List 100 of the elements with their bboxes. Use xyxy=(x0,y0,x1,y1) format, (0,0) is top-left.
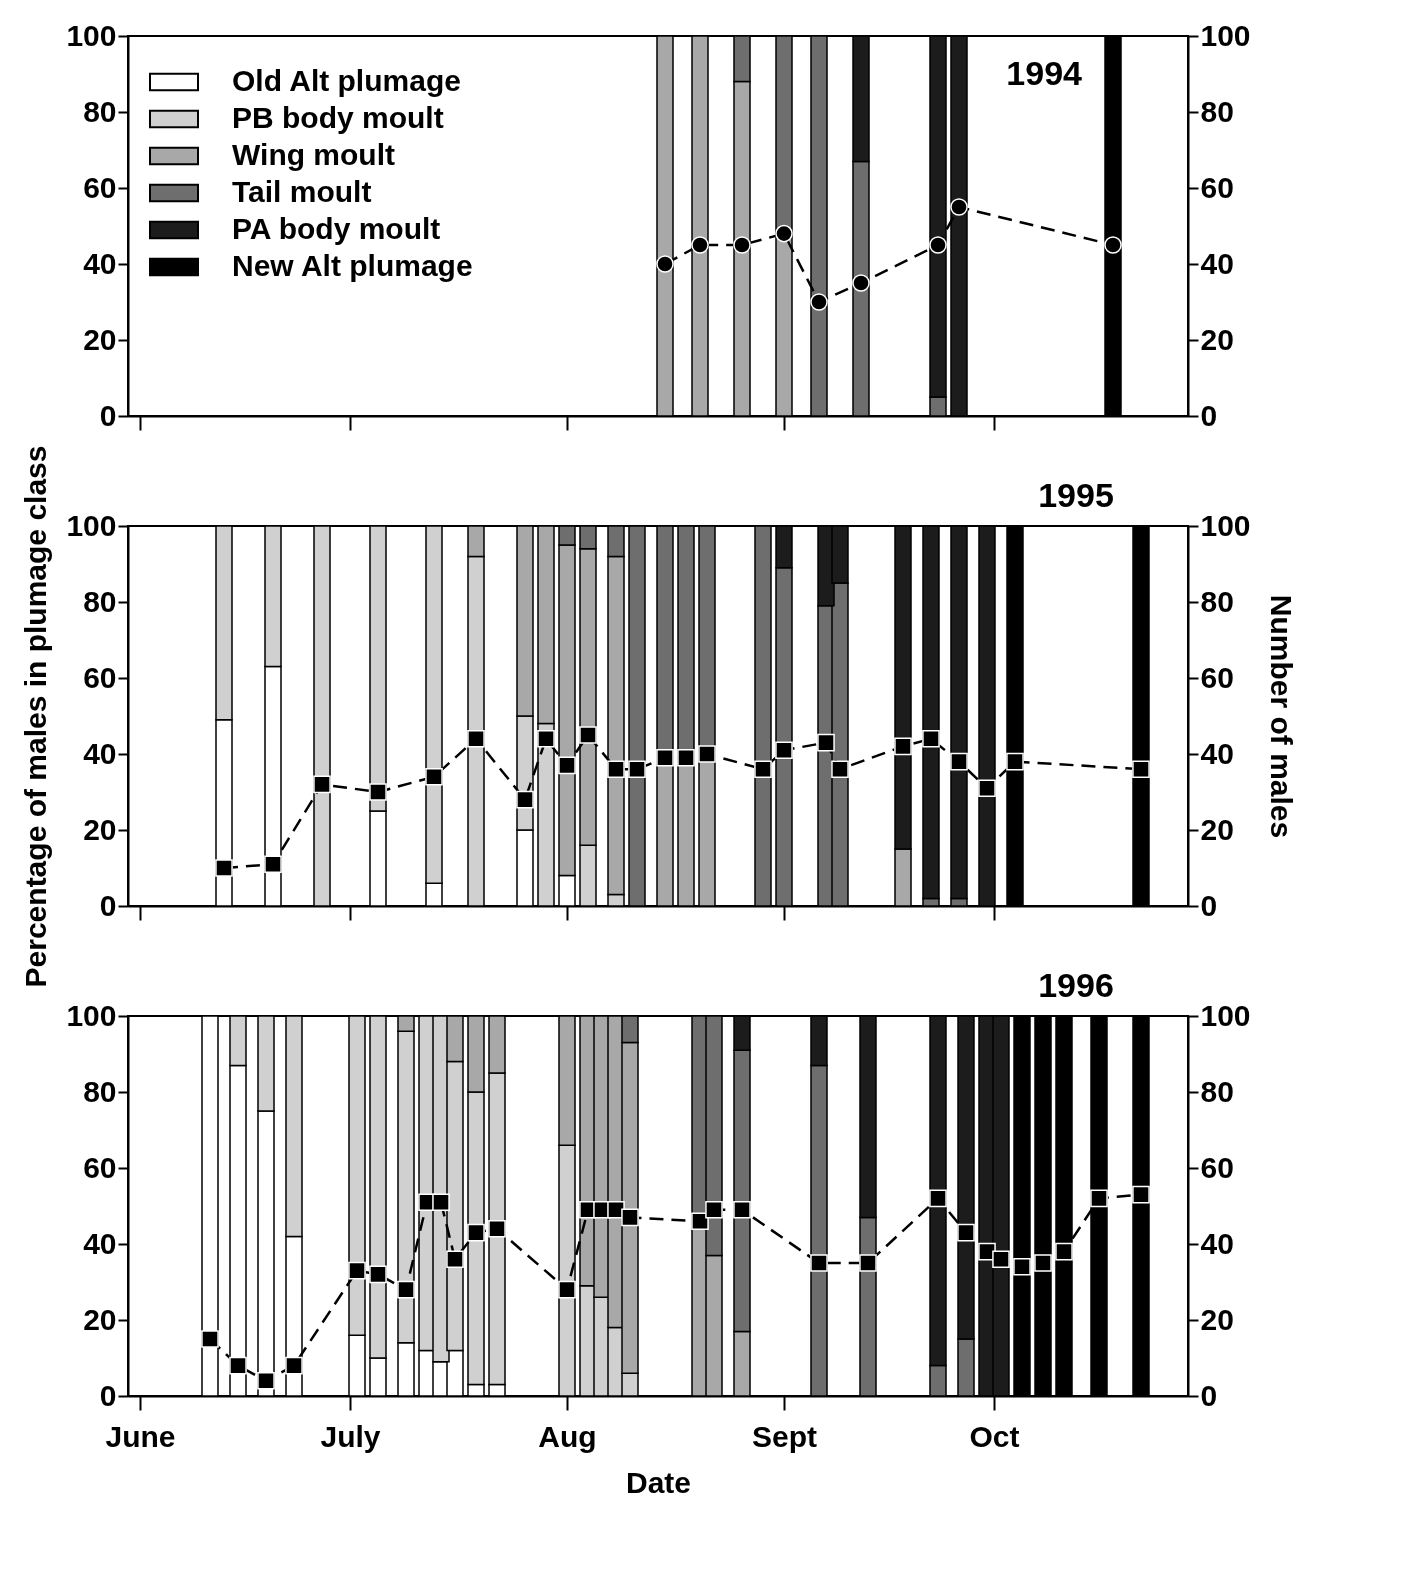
x-tick-label: June xyxy=(105,1419,176,1453)
y2-tick-label: 100 xyxy=(1200,18,1251,52)
point xyxy=(810,293,828,311)
point xyxy=(215,859,233,877)
point xyxy=(950,752,968,771)
y2-tick-label: 40 xyxy=(1200,736,1234,770)
y2-tick-label: 0 xyxy=(1200,398,1218,432)
legend-label: New Alt plumage xyxy=(232,249,473,282)
y-tick-label: 40 xyxy=(83,736,117,770)
point xyxy=(929,1189,947,1208)
point xyxy=(229,1356,247,1375)
point xyxy=(859,1254,877,1272)
y2-tick-label: 20 xyxy=(1200,812,1234,846)
point xyxy=(733,236,751,254)
point xyxy=(201,1330,219,1348)
point xyxy=(810,1254,828,1272)
y-tick-label: 100 xyxy=(66,18,117,52)
point xyxy=(691,1212,709,1231)
y-tick-label: 20 xyxy=(83,322,117,356)
point xyxy=(775,224,793,243)
point xyxy=(1090,1189,1108,1208)
point xyxy=(264,855,282,874)
y-tick-label: 100 xyxy=(66,998,117,1032)
point xyxy=(978,779,996,798)
point xyxy=(1055,1242,1073,1261)
point xyxy=(950,198,968,216)
legend-label: Old Alt plumage xyxy=(232,64,461,97)
y-axis-title: Percentage of males in plumage class xyxy=(19,445,53,988)
point xyxy=(698,745,716,763)
point xyxy=(369,1265,387,1284)
point xyxy=(607,1200,625,1219)
point xyxy=(831,760,849,779)
chart-title: 1995 xyxy=(1038,476,1114,514)
point xyxy=(775,741,793,760)
y-tick-label: 40 xyxy=(83,1226,117,1260)
y2-tick-label: 40 xyxy=(1200,246,1234,280)
point xyxy=(894,737,912,756)
point xyxy=(621,1208,639,1227)
y2-axis-title: Number of males xyxy=(1264,594,1298,839)
point xyxy=(467,1223,485,1242)
point xyxy=(1132,760,1150,779)
point xyxy=(348,1261,366,1280)
y-tick-label: 60 xyxy=(83,660,117,694)
y-tick-label: 20 xyxy=(83,1302,117,1336)
y2-tick-label: 100 xyxy=(1200,998,1251,1032)
point xyxy=(488,1219,506,1238)
point xyxy=(558,756,576,775)
point xyxy=(1104,236,1122,254)
legend-label: Wing moult xyxy=(232,138,396,171)
point xyxy=(432,1193,450,1212)
point xyxy=(1132,1185,1150,1204)
y-tick-label: 20 xyxy=(83,812,117,846)
point xyxy=(558,1280,576,1299)
point xyxy=(677,748,695,767)
y2-tick-label: 20 xyxy=(1200,1302,1234,1336)
point xyxy=(1006,752,1024,771)
x-tick-label: Oct xyxy=(969,1419,1020,1453)
point xyxy=(369,783,387,801)
x-tick-label: Aug xyxy=(538,1419,597,1453)
y2-tick-label: 80 xyxy=(1200,94,1234,128)
point xyxy=(467,729,485,748)
point xyxy=(656,255,674,273)
x-axis-title: Date xyxy=(625,1465,692,1499)
point xyxy=(754,760,772,779)
point xyxy=(1034,1254,1052,1272)
y-tick-label: 80 xyxy=(83,94,117,128)
point xyxy=(285,1356,303,1375)
y2-tick-label: 20 xyxy=(1200,322,1234,356)
legend-label: PA body moult xyxy=(232,212,441,245)
legend-label: Tail moult xyxy=(232,175,372,208)
point xyxy=(516,790,534,809)
y-tick-label: 0 xyxy=(99,888,117,922)
legend-label: PB body moult xyxy=(232,101,444,134)
point xyxy=(733,1200,751,1219)
point xyxy=(852,274,870,292)
point xyxy=(929,236,947,254)
y2-tick-label: 80 xyxy=(1200,584,1234,618)
y2-tick-label: 0 xyxy=(1200,888,1218,922)
point xyxy=(607,760,625,779)
y-tick-label: 100 xyxy=(66,508,117,542)
point xyxy=(425,767,443,786)
point xyxy=(922,729,940,748)
point xyxy=(579,726,597,744)
point xyxy=(1013,1257,1031,1276)
y-tick-label: 80 xyxy=(83,1074,117,1108)
point xyxy=(313,775,331,794)
y2-tick-label: 60 xyxy=(1200,1150,1234,1184)
annotation: 1994 xyxy=(1006,54,1083,92)
y-tick-label: 60 xyxy=(83,170,117,204)
point xyxy=(992,1250,1010,1269)
point xyxy=(817,733,835,752)
point xyxy=(691,236,709,254)
point xyxy=(537,729,555,748)
point xyxy=(397,1280,415,1299)
y2-tick-label: 60 xyxy=(1200,170,1234,204)
point xyxy=(628,760,646,779)
x-tick-label: Sept xyxy=(751,1419,818,1453)
chart-title: 1996 xyxy=(1038,966,1114,1004)
y-tick-label: 60 xyxy=(83,1150,117,1184)
y-tick-label: 40 xyxy=(83,246,117,280)
